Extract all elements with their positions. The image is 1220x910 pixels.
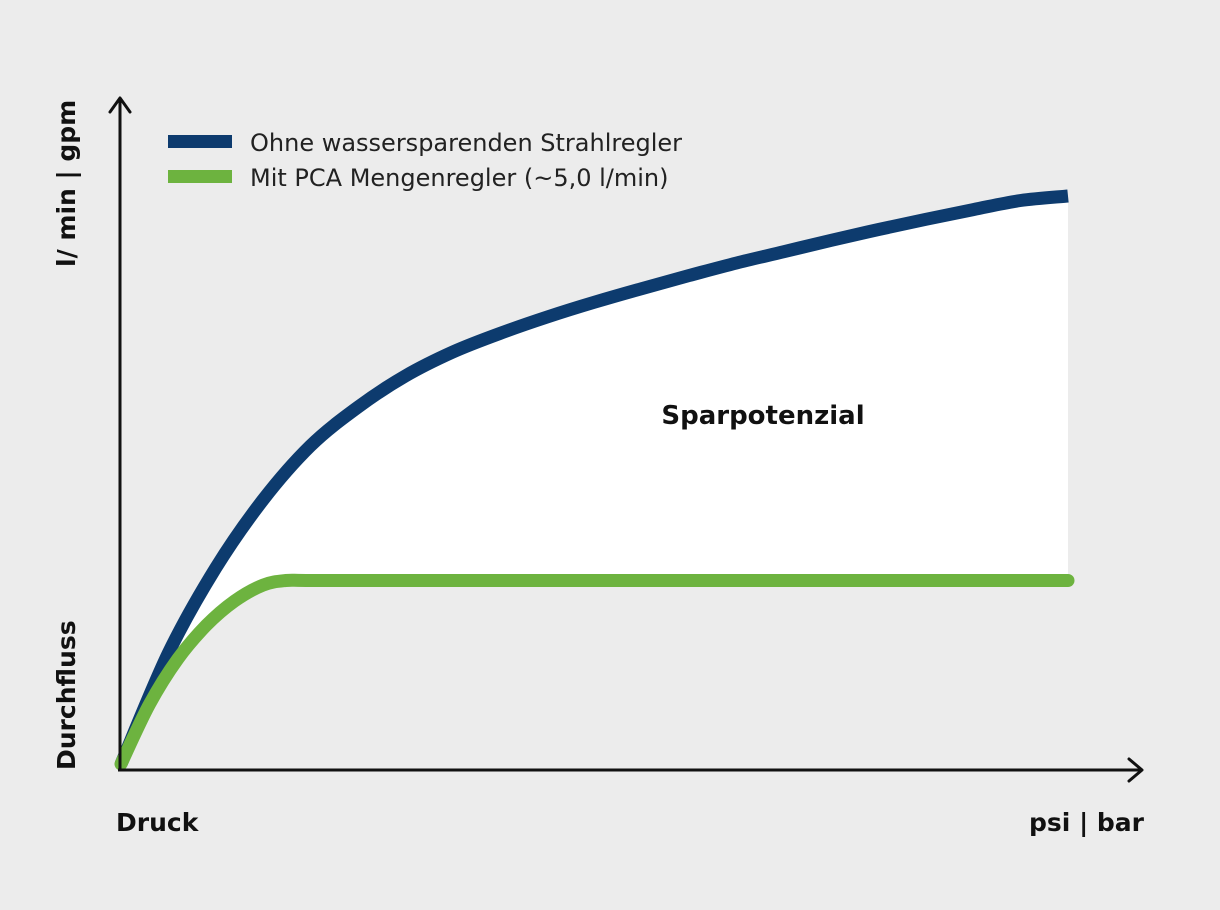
legend-item: Ohne wassersparenden Strahlregler [168,129,682,157]
axes [108,96,1144,783]
legend-swatch [168,170,232,183]
legend-swatch [168,135,232,148]
x-axis-label: Druck [116,808,200,837]
legend-label: Ohne wassersparenden Strahlregler [250,129,682,157]
x-axis-unit-label: psi | bar [1029,808,1145,837]
y-axis-unit-label: l/ min | gpm [52,100,81,267]
legend-item: Mit PCA Mengenregler (~5,0 l/min) [168,164,669,192]
x-axis-arrow-icon [1127,757,1144,783]
savings-area [121,196,1068,764]
legend: Ohne wassersparenden Strahlregler Mit PC… [168,129,682,192]
legend-label: Mit PCA Mengenregler (~5,0 l/min) [250,164,669,192]
savings-annotation: Sparpotenzial [661,401,864,431]
series-line-without-aerator [115,189,1069,767]
series-line-with-pca-regulator [114,573,1075,771]
y-axis-label: Durchfluss [52,620,81,770]
y-axis-arrow-icon [108,96,132,114]
